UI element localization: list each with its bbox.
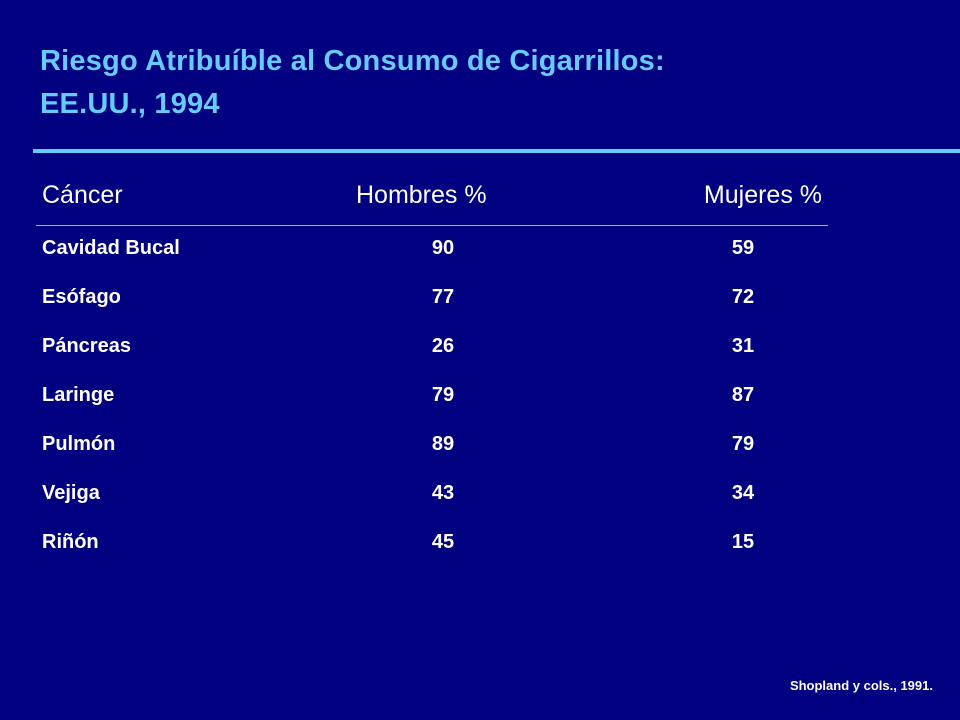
men-percent-cell: 89 [431, 433, 455, 455]
table-row: Cavidad Bucal 90 59 [36, 226, 828, 275]
cancer-type-cell: Esófago [42, 286, 121, 308]
men-percent-cell: 26 [431, 335, 455, 357]
women-percent-cell: 15 [731, 531, 755, 553]
men-percent-cell: 77 [431, 286, 455, 308]
men-percent-cell: 43 [431, 482, 455, 504]
cancer-type-cell: Laringe [42, 384, 115, 406]
source-citation: Shopland y cols., 1991. [789, 678, 933, 693]
women-percent-cell: 87 [731, 384, 755, 406]
slide-title-line-1: Riesgo Atribuíble al Consumo de Cigarril… [40, 45, 665, 77]
table-row: Vejiga 43 34 [36, 471, 828, 520]
header-women-percent: Mujeres % [703, 181, 822, 209]
slide-title: Riesgo Atribuíble al Consumo de Cigarril… [40, 40, 920, 126]
table-header-row: Cáncer Hombres % Mujeres % [36, 170, 828, 226]
cancer-type-cell: Páncreas [42, 335, 131, 357]
women-percent-cell: 72 [731, 286, 755, 308]
table-row: Pulmón 89 79 [36, 422, 828, 471]
women-percent-cell: 79 [731, 433, 755, 455]
cancer-type-cell: Riñón [42, 531, 99, 553]
cancer-risk-table: Cáncer Hombres % Mujeres % Cavidad Bucal… [36, 170, 828, 569]
table-row: Riñón 45 15 [36, 520, 828, 569]
men-percent-cell: 45 [431, 531, 455, 553]
women-percent-cell: 34 [731, 482, 755, 504]
table-row: Páncreas 26 31 [36, 324, 828, 373]
header-men-percent: Hombres % [356, 181, 487, 209]
cancer-type-cell: Vejiga [42, 482, 100, 504]
cancer-type-cell: Pulmón [42, 433, 116, 455]
table-row: Laringe 79 87 [36, 373, 828, 422]
women-percent-cell: 59 [731, 237, 755, 259]
header-cancer: Cáncer [42, 181, 123, 209]
slide-title-line-2: EE.UU., 1994 [40, 88, 220, 120]
women-percent-cell: 31 [731, 335, 755, 357]
men-percent-cell: 90 [431, 237, 455, 259]
cancer-type-cell: Cavidad Bucal [42, 237, 180, 259]
men-percent-cell: 79 [431, 384, 455, 406]
table-row: Esófago 77 72 [36, 275, 828, 324]
title-divider [33, 149, 960, 153]
